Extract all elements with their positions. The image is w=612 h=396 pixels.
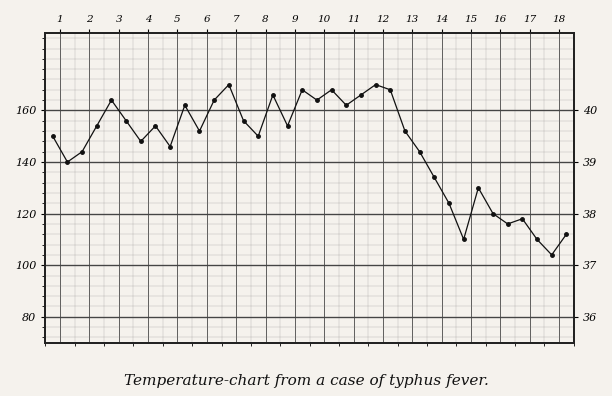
Text: Temperature-chart from a case of typhus fever.: Temperature-chart from a case of typhus … bbox=[124, 374, 488, 388]
